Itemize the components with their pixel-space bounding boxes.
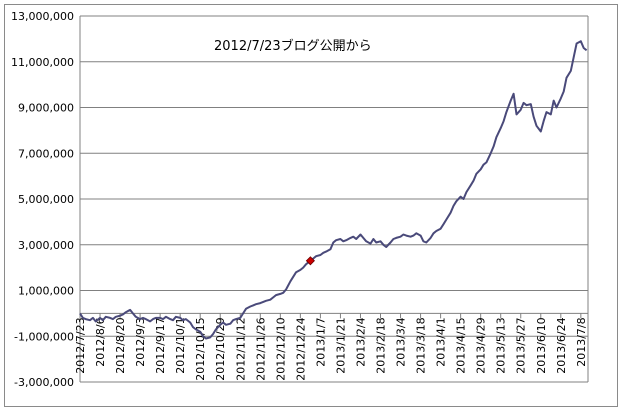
x-tick-label: 2012/11/26	[254, 317, 267, 380]
x-tick-label: 2012/10/1	[174, 317, 187, 373]
x-tick-label: 2013/6/10	[535, 317, 548, 373]
x-tick-label: 2013/2/18	[375, 317, 388, 373]
x-tick-label: 2013/7/8	[575, 317, 588, 366]
x-tick-label: 2012/8/20	[114, 317, 127, 373]
x-tick-label: 2013/2/4	[354, 317, 367, 366]
y-tick-label: -1,000,000	[14, 330, 74, 343]
y-tick-label: -3,000,000	[14, 376, 74, 389]
chart-frame	[4, 4, 618, 407]
annotation-group: 2012/7/23ブログ公開から	[208, 34, 378, 58]
y-tick-labels: 13,000,000 11,000,000 9,000,000 7,000,000 5,…	[11, 10, 74, 389]
series-group	[79, 40, 588, 340]
x-tick-label: 2013/3/18	[415, 317, 428, 373]
y-tick-label: 7,000,000	[18, 147, 74, 160]
x-tick-label: 2013/1/7	[314, 317, 327, 366]
series-line	[79, 40, 588, 340]
x-tick-label: 2012/10/15	[194, 317, 207, 380]
annotation-background	[208, 34, 378, 58]
y-tick-label: 3,000,000	[18, 239, 74, 252]
x-tick-label: 2013/6/24	[555, 317, 568, 373]
x-tick-label: 2013/5/13	[495, 317, 508, 373]
x-tick-label: 2012/9/3	[134, 317, 147, 366]
x-tick-label: 2013/1/21	[334, 317, 347, 373]
axes	[79, 16, 589, 382]
x-tick-label: 2012/12/24	[294, 317, 307, 380]
x-tick-label: 2013/4/15	[455, 317, 468, 373]
y-tick-label: 13,000,000	[11, 10, 74, 23]
x-tick-label: 2012/10/29	[214, 317, 227, 380]
y-tick-label: 9,000,000	[18, 102, 74, 115]
annotation-text: 2012/7/23ブログ公開から	[214, 38, 372, 54]
x-tick-label: 2012/9/17	[154, 317, 167, 373]
x-tick-labels: 2012/7/23 2012/8/6 2012/8/20 2012/9/3 2012/9…	[74, 317, 588, 380]
x-tick-label: 2012/12/10	[274, 317, 287, 380]
y-tick-label: 11,000,000	[11, 56, 74, 69]
x-tick-label: 2012/11/12	[234, 317, 247, 380]
highlight-marker	[305, 256, 315, 266]
x-tick-label: 2013/3/4	[395, 317, 408, 366]
y-tick-label: 5,000,000	[18, 193, 74, 206]
x-tick-label: 2013/4/29	[475, 317, 488, 373]
x-tick-label: 2012/8/6	[94, 317, 107, 366]
x-tick-label: 2013/5/27	[515, 317, 528, 373]
x-tick-label: 2013/4/1	[435, 317, 448, 366]
y-tick-label: 1,000,000	[18, 285, 74, 298]
x-tick-label: 2012/7/23	[74, 317, 87, 373]
gridlines	[80, 15, 588, 383]
